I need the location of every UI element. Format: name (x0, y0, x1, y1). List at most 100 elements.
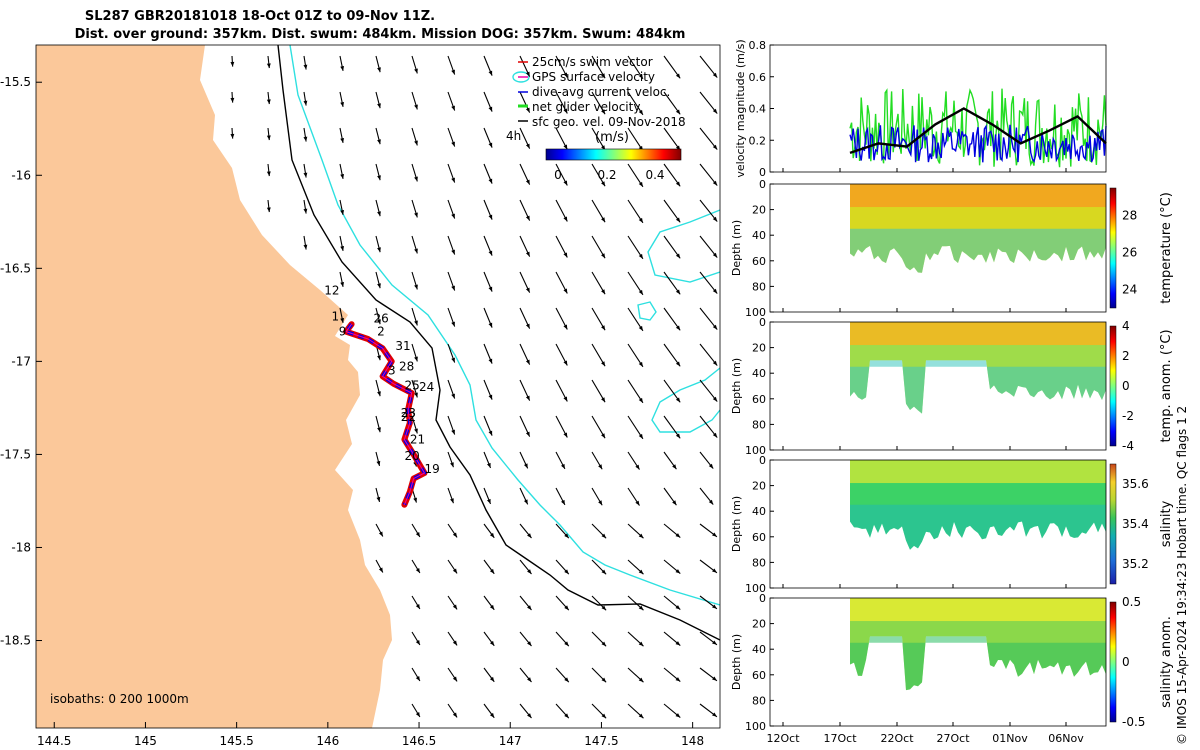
isobath-200m-legend-ring (512, 71, 530, 83)
current-vector-head (340, 101, 345, 107)
current-vector-head (414, 356, 418, 362)
current-vector-head (451, 285, 455, 291)
current-vector-head (415, 604, 420, 610)
current-vector-head (638, 533, 644, 539)
series-dive-avg (849, 124, 1107, 164)
current-vector-head (523, 499, 528, 505)
colorbar (1109, 601, 1117, 723)
current-vector-head (675, 217, 681, 223)
current-vector-head (414, 104, 418, 110)
current-vector-head (303, 100, 308, 106)
current-vector-head (638, 181, 643, 187)
map-legend: 25cm/s swim vector GPS surface velocity … (506, 55, 686, 182)
current-vector-head (601, 569, 607, 575)
section-deep-layer (850, 636, 1106, 691)
section-surface-layer (850, 322, 1106, 346)
isobaths-label: isobaths: 0 200 1000m (50, 692, 189, 706)
colorbar-tick: 24 (1122, 283, 1137, 297)
colorbar-label: salinity anom. (1159, 616, 1174, 708)
y-tick-label: 0 (759, 454, 766, 467)
colorbar-tick: 35.2 (1122, 557, 1149, 571)
current-vector-head (377, 283, 381, 289)
current-vector-head (414, 248, 418, 254)
current-vector-head (415, 676, 420, 682)
current-vector-head (340, 281, 345, 287)
current-vector-head (377, 67, 381, 73)
current-vector-head (488, 106, 493, 112)
current-vector-head (415, 568, 420, 574)
current-vector-head (675, 713, 681, 718)
colorbar-tick-1: 0.2 (597, 168, 616, 182)
current-vector-head (266, 63, 271, 69)
current-vector-head (451, 249, 455, 255)
current-vector-head (638, 605, 644, 611)
current-vector-head (488, 322, 493, 328)
lat-tick-label: -17 (11, 354, 31, 368)
y-tick-label: 80 (752, 694, 766, 707)
current-vector-head (601, 605, 607, 611)
current-vector-head (527, 533, 532, 538)
current-vector-head (598, 464, 603, 470)
day-label: 2 (377, 324, 385, 338)
current-vector-head (712, 604, 717, 609)
current-vector-head (638, 641, 644, 647)
current-vector-head (488, 430, 493, 436)
y-tick-label: 20 (752, 618, 766, 631)
map-lon-ticks: 144.5 145 145.5 146 146.5 147 147.5 148 (37, 722, 704, 748)
current-vector-head (638, 73, 643, 79)
series-sfc-geo (849, 107, 1107, 155)
current-vector-head (675, 253, 681, 259)
temp-anom-panel: 0 20 40 60 80 100 Depth (m) -4 -2 0 2 4 temp. anom. … (730, 316, 1174, 457)
current-vector-head (638, 253, 643, 259)
current-vector-head (377, 247, 381, 253)
current-vector-head (638, 217, 643, 223)
current-vector-head (414, 284, 418, 290)
salinity-anom-panel: 0 20 40 60 80 100 Depth (m) -0.5 0 0.5 salinity an… (730, 592, 1174, 733)
colorbar-tick-2: 0.4 (645, 168, 664, 182)
current-vector-head (340, 317, 345, 323)
current-vector-head (601, 253, 606, 259)
y-tick-label: 40 (752, 229, 766, 242)
current-vector-head (601, 361, 606, 367)
current-vector-head (712, 676, 717, 681)
current-vector-head (561, 463, 565, 469)
current-vector-head (601, 677, 607, 683)
day-label: 23 (401, 406, 416, 420)
current-vector-head (486, 498, 491, 504)
colorbar-tick: 28 (1122, 209, 1137, 223)
current-vector-head (712, 532, 717, 537)
current-vector-head (563, 324, 568, 330)
current-vector-head (266, 207, 271, 213)
current-vector-head (378, 531, 383, 537)
current-vector-head (414, 392, 418, 398)
current-vector-head (527, 713, 532, 718)
salinity-panel: 0 20 40 60 80 100 Depth (m) 35.2 35.4 35.6 salinit… (730, 454, 1174, 595)
depth-ylabel: Depth (m) (730, 358, 743, 414)
frame (769, 183, 1107, 313)
current-vector-head (712, 568, 717, 573)
y-tick-label: 20 (752, 204, 766, 217)
current-vector-head (601, 181, 606, 187)
current-vector-head (708, 499, 714, 505)
current-vector-head (413, 497, 417, 503)
current-vector-head (525, 287, 530, 293)
current-vector-head (712, 432, 718, 438)
depth-ylabel: Depth (m) (730, 220, 743, 276)
y-tick-label: 100 (745, 444, 766, 457)
current-vector-head (712, 108, 718, 114)
current-vector-head (672, 464, 677, 470)
current-vector-head (563, 252, 568, 258)
section-surface-layer (850, 460, 1106, 484)
current-vector-head (563, 216, 568, 222)
current-vector-head (489, 568, 495, 574)
day-label: 22 (401, 410, 416, 424)
current-vector-head (712, 712, 717, 717)
lon-tick-label: 145.5 (219, 734, 253, 748)
current-vector-head (564, 605, 569, 611)
current-vector-head (415, 712, 420, 718)
current-vector-head (340, 209, 345, 215)
current-vector-head (564, 713, 569, 719)
colorbar-tick: -2 (1122, 409, 1134, 423)
